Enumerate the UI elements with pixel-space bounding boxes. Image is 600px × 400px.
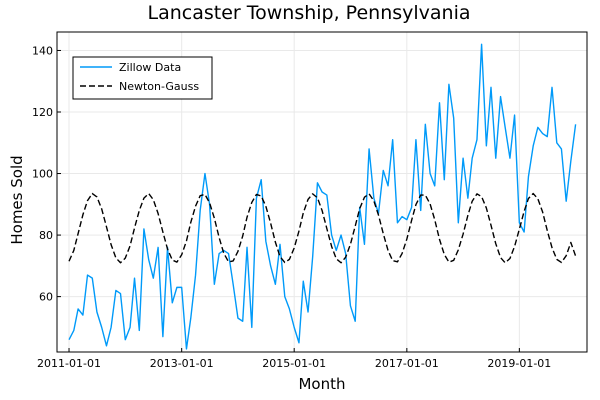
legend-box (72, 56, 213, 100)
x-tick-label: 2011-01-01 (37, 357, 101, 370)
series-line-newton-gauss (68, 192, 577, 264)
x-tick-label: 2015-01-01 (262, 357, 326, 370)
legend-label-newton-gauss: Newton-Gauss (119, 80, 199, 93)
x-axis-label: Month (298, 375, 345, 393)
y-tick-label: 100 (32, 168, 53, 181)
y-tick-label: 120 (32, 106, 53, 119)
y-tick-label: 60 (39, 291, 53, 304)
series-line-zillow-data (68, 43, 577, 350)
y-tick-label: 80 (39, 229, 53, 242)
legend: Zillow Data Newton-Gauss (72, 56, 213, 100)
plot-frame (56, 31, 588, 353)
chart-title: Lancaster Township, Pennsylvania (147, 2, 470, 24)
legend-label-zillow-data: Zillow Data (119, 61, 181, 74)
y-axis-label: Homes Sold (8, 155, 26, 244)
x-tick-label: 2013-01-01 (150, 357, 214, 370)
x-tick-label: 2017-01-01 (375, 357, 439, 370)
y-tick-label: 140 (32, 44, 53, 57)
axis-ticks: 2011-01-01 2013-01-01 2015-01-01 2017-01-01… (32, 44, 551, 370)
series-layer (68, 43, 577, 350)
x-tick-label: 2019-01-01 (487, 357, 551, 370)
